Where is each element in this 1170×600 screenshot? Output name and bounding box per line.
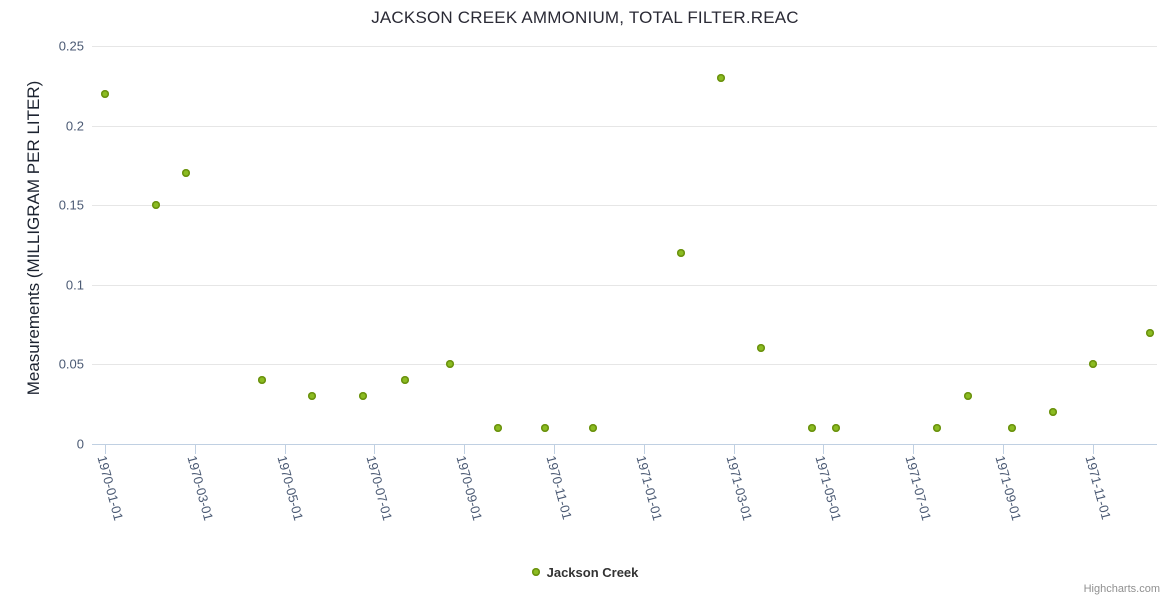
x-axis-tick-label: 1971-09-01 xyxy=(992,454,1025,523)
x-axis-tick-label: 1971-11-01 xyxy=(1082,454,1114,522)
legend-item-label: Jackson Creek xyxy=(546,565,639,581)
data-point[interactable] xyxy=(101,89,109,98)
x-axis-tick xyxy=(1092,445,1094,454)
y-axis-labels: 0 0.05 0.1 0.15 0.2 0.25 xyxy=(14,39,84,452)
y-axis-tick-label: 0.15 xyxy=(58,197,84,213)
x-axis-tick-label: 1970-01-01 xyxy=(94,454,127,523)
data-point[interactable] xyxy=(757,344,765,353)
legend-marker-icon xyxy=(531,567,540,576)
x-axis-tick-label: 1970-09-01 xyxy=(453,454,486,523)
data-point[interactable] xyxy=(808,424,816,433)
x-axis-tick-label: 1970-03-01 xyxy=(184,454,217,523)
y-axis-tick-label: 0.2 xyxy=(65,118,84,134)
x-axis-tick xyxy=(284,445,286,454)
data-point[interactable] xyxy=(1008,424,1016,433)
data-point[interactable] xyxy=(258,376,266,385)
data-point[interactable] xyxy=(401,376,409,385)
gridline xyxy=(92,125,1157,127)
x-axis-tick-label: 1970-07-01 xyxy=(363,454,396,523)
data-point[interactable] xyxy=(589,424,597,433)
x-axis-tick-label: 1971-03-01 xyxy=(723,454,755,523)
x-axis-tick xyxy=(105,445,106,454)
gridline xyxy=(92,205,1157,207)
data-point[interactable] xyxy=(933,424,941,433)
data-point[interactable] xyxy=(494,424,502,433)
data-point[interactable] xyxy=(446,360,454,369)
x-axis-line xyxy=(92,444,1157,445)
data-point[interactable] xyxy=(964,392,972,401)
data-point[interactable] xyxy=(182,169,190,178)
y-axis-tick-label: 0.05 xyxy=(58,356,84,372)
data-point[interactable] xyxy=(152,201,160,210)
highcharts-credits-link[interactable]: Highcharts.com xyxy=(1083,583,1160,595)
data-point[interactable] xyxy=(541,424,549,433)
data-point[interactable] xyxy=(359,392,367,401)
x-axis-tick-label: 1971-05-01 xyxy=(812,454,845,523)
data-point[interactable] xyxy=(832,424,840,433)
x-axis-tick xyxy=(554,445,555,454)
data-point[interactable] xyxy=(1089,360,1097,369)
legend-item-jackson-creek[interactable]: Jackson Creek xyxy=(531,564,639,581)
chart-title: JACKSON CREEK AMMONIUM, TOTAL FILTER.REA… xyxy=(371,8,799,27)
x-axis-tick xyxy=(823,445,825,454)
x-axis-tick-label: 1970-05-01 xyxy=(274,454,306,523)
y-axis-tick-label: 0 xyxy=(76,436,84,452)
x-axis-tick xyxy=(1003,445,1004,454)
data-point[interactable] xyxy=(677,248,685,257)
plot-area xyxy=(92,46,1157,445)
x-axis-labels: 1970-01-01 1970-03-01 1970-05-01 1970-07-01… xyxy=(0,454,1170,554)
gridline xyxy=(92,46,1157,47)
data-point[interactable] xyxy=(1146,328,1154,337)
chart-legend: Jackson Creek xyxy=(0,563,1170,581)
x-axis-tick xyxy=(194,445,196,454)
data-point[interactable] xyxy=(1049,408,1057,417)
y-axis-tick-label: 0.1 xyxy=(65,277,84,293)
gridline xyxy=(92,364,1157,366)
data-point[interactable] xyxy=(717,73,725,82)
x-axis-tick xyxy=(913,445,915,454)
x-axis-tick xyxy=(464,445,466,454)
x-axis-tick-label: 1971-07-01 xyxy=(902,454,935,523)
x-axis-tick xyxy=(374,445,376,454)
gridline xyxy=(92,284,1157,286)
x-axis-tick xyxy=(643,445,645,454)
y-axis-tick-label: 0.25 xyxy=(58,38,84,54)
x-axis-tick-label: 1970-11-01 xyxy=(543,454,575,522)
x-axis-tick-label: 1971-01-01 xyxy=(633,454,666,523)
x-axis-tick xyxy=(733,445,735,454)
data-point[interactable] xyxy=(308,392,316,401)
